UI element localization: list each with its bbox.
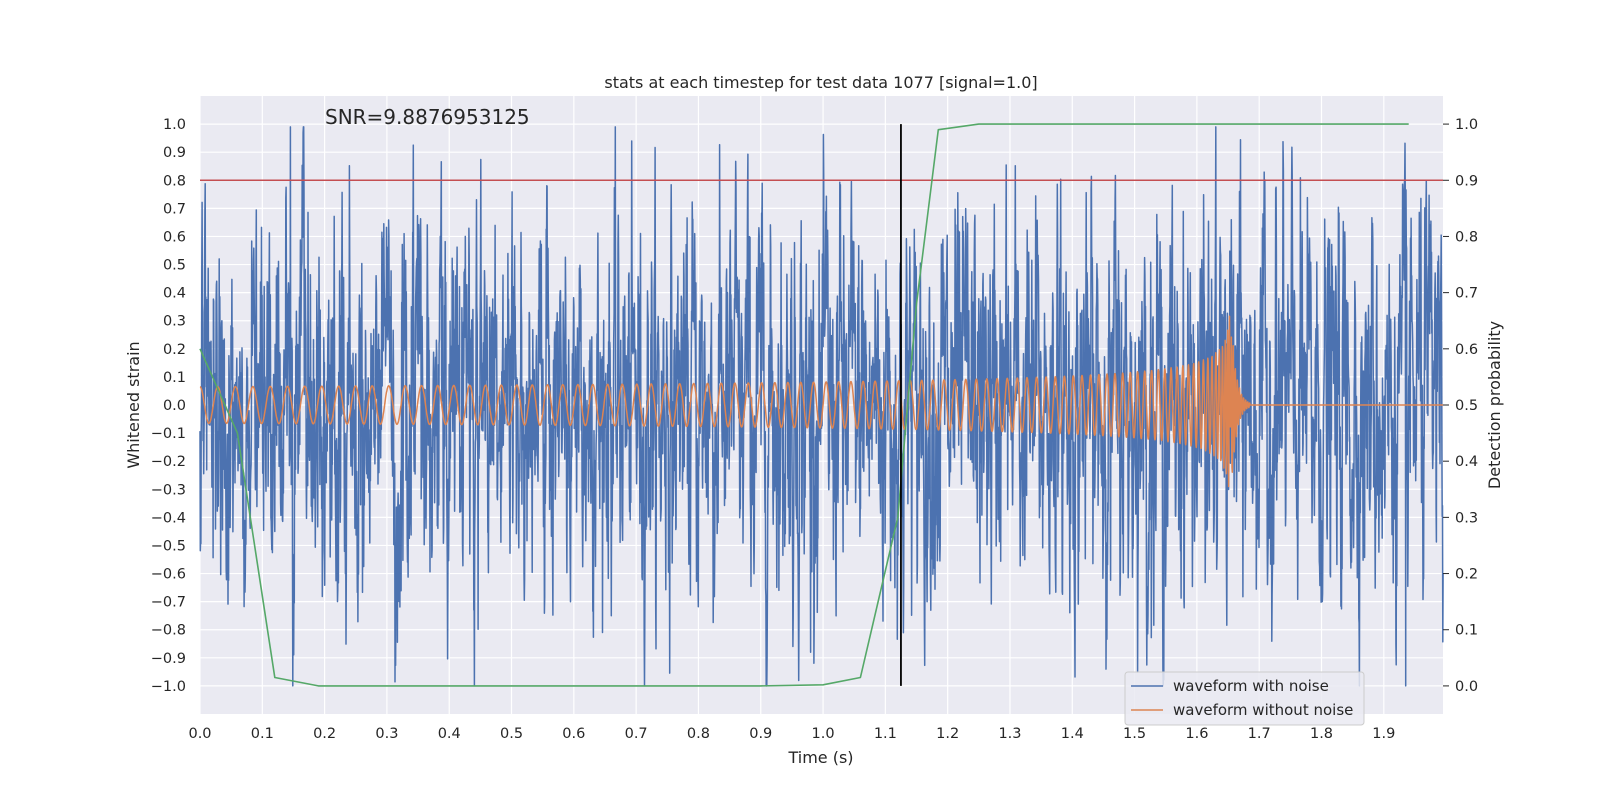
y-left-tick-label: −1.0: [151, 679, 186, 695]
y-right-tick-label: 0.3: [1455, 510, 1478, 526]
y-left-tick-label: 0.8: [163, 173, 186, 189]
y-left-tick-label: 0.7: [163, 201, 186, 217]
legend-box: [1124, 671, 1365, 726]
series-waveform-without-noise: [199, 315, 1444, 488]
y-left-tick-label: −0.8: [151, 623, 186, 639]
chart-title: stats at each timestep for test data 107…: [604, 73, 1037, 92]
x-tick-label: 0.9: [749, 726, 772, 742]
y-left-tick-label: 0.9: [163, 145, 186, 161]
y-axis-label-right: Detection probability: [1485, 321, 1504, 489]
x-tick-label: 0.3: [375, 726, 398, 742]
y-right-tick-label: 0.8: [1455, 229, 1478, 245]
y-right-tick-label: 0.2: [1455, 567, 1478, 583]
y-right-tick-label: 0.0: [1455, 679, 1478, 695]
x-tick-label: 0.8: [687, 726, 710, 742]
y-left-tick-label: −0.6: [151, 567, 186, 583]
x-tick-label: 1.3: [998, 726, 1021, 742]
x-axis-label: Time (s): [787, 748, 853, 767]
x-tick-label: 0.6: [562, 726, 585, 742]
x-tick-label: 1.5: [1123, 726, 1146, 742]
y-right-tick-label: 0.9: [1455, 173, 1478, 189]
legend-label-noisy: waveform with noise: [1173, 677, 1329, 695]
y-left-tick-label: 0.0: [163, 398, 186, 414]
y-left-tick-label: 0.1: [163, 370, 186, 386]
y-left-tick-label: 1.0: [163, 117, 186, 133]
y-left-tick-label: −0.7: [151, 595, 186, 611]
y-left-tick-label: 0.3: [163, 314, 186, 330]
y-left-tick-label: 0.6: [163, 229, 186, 245]
x-tick-label: 0.5: [500, 726, 523, 742]
x-tick-label: 1.7: [1248, 726, 1271, 742]
x-tick-label: 0.1: [251, 726, 274, 742]
y-left-tick-label: 0.5: [163, 258, 186, 274]
y-left-tick-label: −0.5: [151, 538, 186, 554]
x-tick-label: 1.1: [874, 726, 897, 742]
snr-annotation: SNR=9.8876953125: [325, 105, 530, 129]
y-right-tick-label: 0.1: [1455, 623, 1478, 639]
legend: waveform with noise waveform without noi…: [1124, 671, 1365, 726]
y-right-tick-label: 0.7: [1455, 286, 1478, 302]
y-left-tick-label: −0.3: [151, 482, 186, 498]
y-axis-label-left: Whitened strain: [124, 341, 143, 468]
y-left-tick-label: −0.9: [151, 651, 186, 667]
x-tick-label: 0.0: [188, 726, 211, 742]
x-tick-label: 1.4: [1061, 726, 1084, 742]
y-right-tick-label: 0.4: [1455, 454, 1478, 470]
y-left-tick-label: 0.4: [163, 286, 186, 302]
y-left-tick-label: −0.2: [151, 454, 186, 470]
series-layer: [199, 123, 1444, 687]
y-left-tick-labels: 1.0 0.9 0.8 0.7 0.6 0.5 0.4 0.3 0.2 0.1 0.0 −0.1 −0.…: [151, 117, 186, 695]
y-left-tick-label: 0.2: [163, 342, 186, 358]
x-tick-label: 0.4: [438, 726, 461, 742]
x-tick-label: 0.7: [625, 726, 648, 742]
x-tick-labels: 0.0 0.1 0.2 0.3 0.4 0.5 0.6 0.7 0.8 0.9 1.0 1.1 1.2 1…: [188, 726, 1395, 742]
legend-label-clean: waveform without noise: [1173, 701, 1353, 719]
y-right-tick-labels: 1.0 0.9 0.8 0.7 0.6 0.5 0.4 0.3 0.2 0.1 0.0: [1443, 117, 1478, 695]
y-right-tick-label: 1.0: [1455, 117, 1478, 133]
y-left-tick-label: −0.4: [151, 510, 186, 526]
x-tick-label: 1.6: [1185, 726, 1208, 742]
series-detection-probability: [199, 123, 1409, 687]
x-tick-label: 1.0: [812, 726, 835, 742]
y-right-tick-label: 0.5: [1455, 398, 1478, 414]
y-left-tick-label: −0.1: [151, 426, 186, 442]
x-tick-label: 1.8: [1310, 726, 1333, 742]
x-tick-label: 1.9: [1372, 726, 1395, 742]
y-right-tick-label: 0.6: [1455, 342, 1478, 358]
x-tick-label: 0.2: [313, 726, 336, 742]
x-tick-label: 1.2: [936, 726, 959, 742]
